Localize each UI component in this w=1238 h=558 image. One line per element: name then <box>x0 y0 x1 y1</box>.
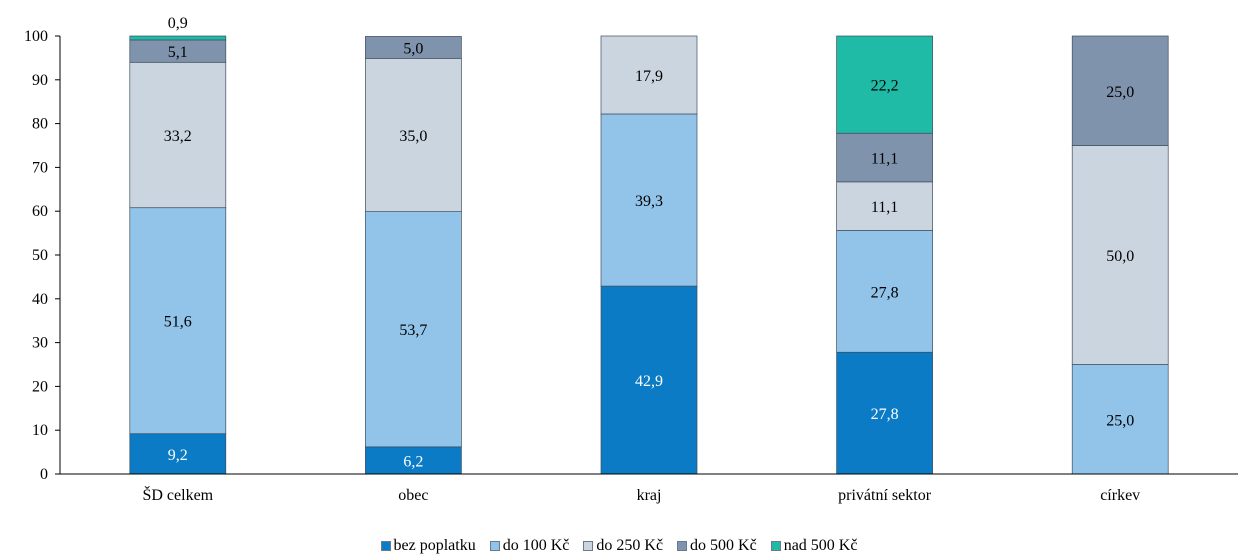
data-label: 51,6 <box>164 314 192 331</box>
data-label: 42,9 <box>635 373 663 390</box>
data-label: 53,7 <box>399 322 427 339</box>
stacked-bar-chart: 0 10 20 30 40 50 60 70 80 90 100 9,2 51,6 33,2 5,1 0,9… <box>24 15 1238 504</box>
data-label: 0,9 <box>168 15 188 32</box>
legend: bez poplatku do 100 Kč do 250 Kč do 500 Kč n… <box>0 536 1238 556</box>
x-tick-label: církev <box>1100 487 1140 504</box>
y-tick-label: 100 <box>24 28 48 45</box>
legend-swatch <box>583 541 594 551</box>
bar-segment <box>129 35 227 41</box>
data-label: 25,0 <box>1106 84 1134 101</box>
bars: 9,2 51,6 33,2 5,1 0,9 6,2 53,7 35,0 5,0 42,9 39,3 1… <box>129 15 1169 475</box>
legend-swatch <box>677 541 688 551</box>
y-tick-label: 60 <box>32 203 48 220</box>
x-tick-label: obec <box>398 487 428 504</box>
data-label: 27,8 <box>871 406 899 423</box>
legend-swatch <box>380 541 391 551</box>
bar-segment <box>365 57 462 212</box>
data-label: 11,1 <box>871 151 898 168</box>
y-tick-label: 50 <box>32 247 48 264</box>
legend-item: do 100 Kč <box>489 536 570 556</box>
bar-segment <box>600 35 698 115</box>
bar-segment <box>1071 145 1169 365</box>
x-axis: ŠD celkem obec kraj privátní sektor církev <box>60 473 1238 504</box>
bar-segment <box>836 132 933 183</box>
legend-swatch <box>770 541 781 551</box>
bar-segment <box>836 35 933 134</box>
data-label: 5,1 <box>168 44 188 61</box>
y-tick-label: 10 <box>32 422 48 439</box>
y-tick-label: 90 <box>32 72 48 89</box>
y-tick-label: 0 <box>40 466 48 483</box>
bar-segment <box>365 211 462 448</box>
data-label: 9,2 <box>168 447 188 464</box>
data-label: 35,0 <box>399 128 427 145</box>
y-tick-label: 20 <box>32 378 48 395</box>
bar-segment <box>836 351 933 475</box>
data-label: 5,0 <box>403 40 423 57</box>
x-tick-label: privátní sektor <box>838 487 932 504</box>
y-tick-label: 80 <box>32 116 48 133</box>
y-tick-label: 30 <box>32 335 48 352</box>
bar-segment <box>600 113 698 287</box>
data-label: 22,2 <box>871 78 899 95</box>
data-label: 50,0 <box>1106 248 1134 265</box>
x-tick-label: kraj <box>637 487 662 504</box>
legend-label: do 100 Kč <box>502 537 570 554</box>
legend-label: bez poplatku <box>393 537 476 554</box>
x-tick-label: ŠD celkem <box>142 485 213 504</box>
data-label: 33,2 <box>164 128 192 145</box>
bar-segment <box>1071 364 1169 475</box>
data-label: 6,2 <box>403 453 423 470</box>
legend-item: do 250 Kč <box>583 536 663 556</box>
bar-segment <box>365 446 462 475</box>
data-label: 11,1 <box>871 199 898 216</box>
bar-segment <box>129 433 227 475</box>
data-label: 17,9 <box>635 68 663 85</box>
legend-label: nad 500 Kč <box>783 537 858 554</box>
legend-item: bez poplatku <box>380 536 476 556</box>
legend-swatch <box>489 541 500 551</box>
data-label: 39,3 <box>635 193 663 210</box>
legend-item: nad 500 Kč <box>770 536 858 556</box>
y-axis: 0 10 20 30 40 50 60 70 80 90 100 <box>24 28 61 483</box>
legend-label: do 250 Kč <box>596 537 664 554</box>
bar-segment <box>836 181 933 231</box>
data-label: 27,8 <box>871 284 899 301</box>
bar-segment <box>836 230 933 353</box>
data-label: 25,0 <box>1106 412 1134 429</box>
legend-item: do 500 Kč <box>677 536 757 556</box>
bar-segment <box>600 285 698 475</box>
bar-segment <box>1071 35 1169 146</box>
y-tick-label: 40 <box>32 291 48 308</box>
bar-segment <box>129 207 227 435</box>
bar-segment <box>365 36 462 59</box>
legend-label: do 500 Kč <box>690 537 757 554</box>
y-tick-label: 70 <box>32 159 48 176</box>
